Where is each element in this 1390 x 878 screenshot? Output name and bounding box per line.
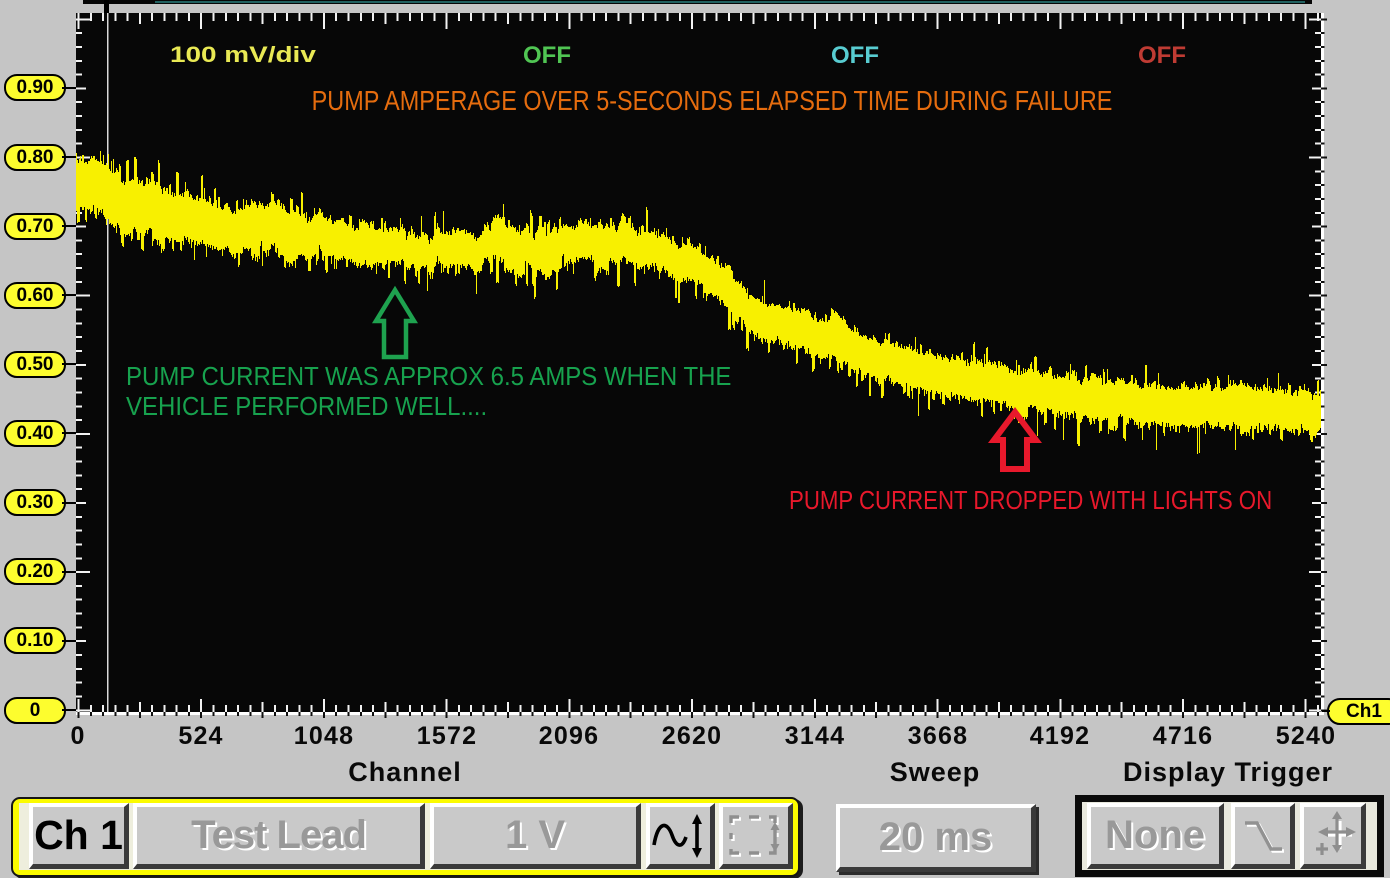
svg-text:OFF: OFF bbox=[831, 42, 879, 69]
svg-text:OFF: OFF bbox=[1138, 42, 1186, 69]
svg-text:PUMP CURRENT DROPPED WITH LIGH: PUMP CURRENT DROPPED WITH LIGHTS ON bbox=[789, 487, 1272, 516]
svg-text:100 mV/div: 100 mV/div bbox=[170, 43, 316, 67]
svg-text:OFF: OFF bbox=[523, 42, 571, 69]
svg-text:PUMP CURRENT WAS APPROX 6.5 AM: PUMP CURRENT WAS APPROX 6.5 AMPS WHEN TH… bbox=[126, 362, 731, 391]
svg-text:PUMP AMPERAGE OVER 5-SECONDS E: PUMP AMPERAGE OVER 5-SECONDS ELAPSED TIM… bbox=[312, 86, 1113, 116]
svg-text:VEHICLE PERFORMED WELL....: VEHICLE PERFORMED WELL.... bbox=[126, 392, 487, 421]
